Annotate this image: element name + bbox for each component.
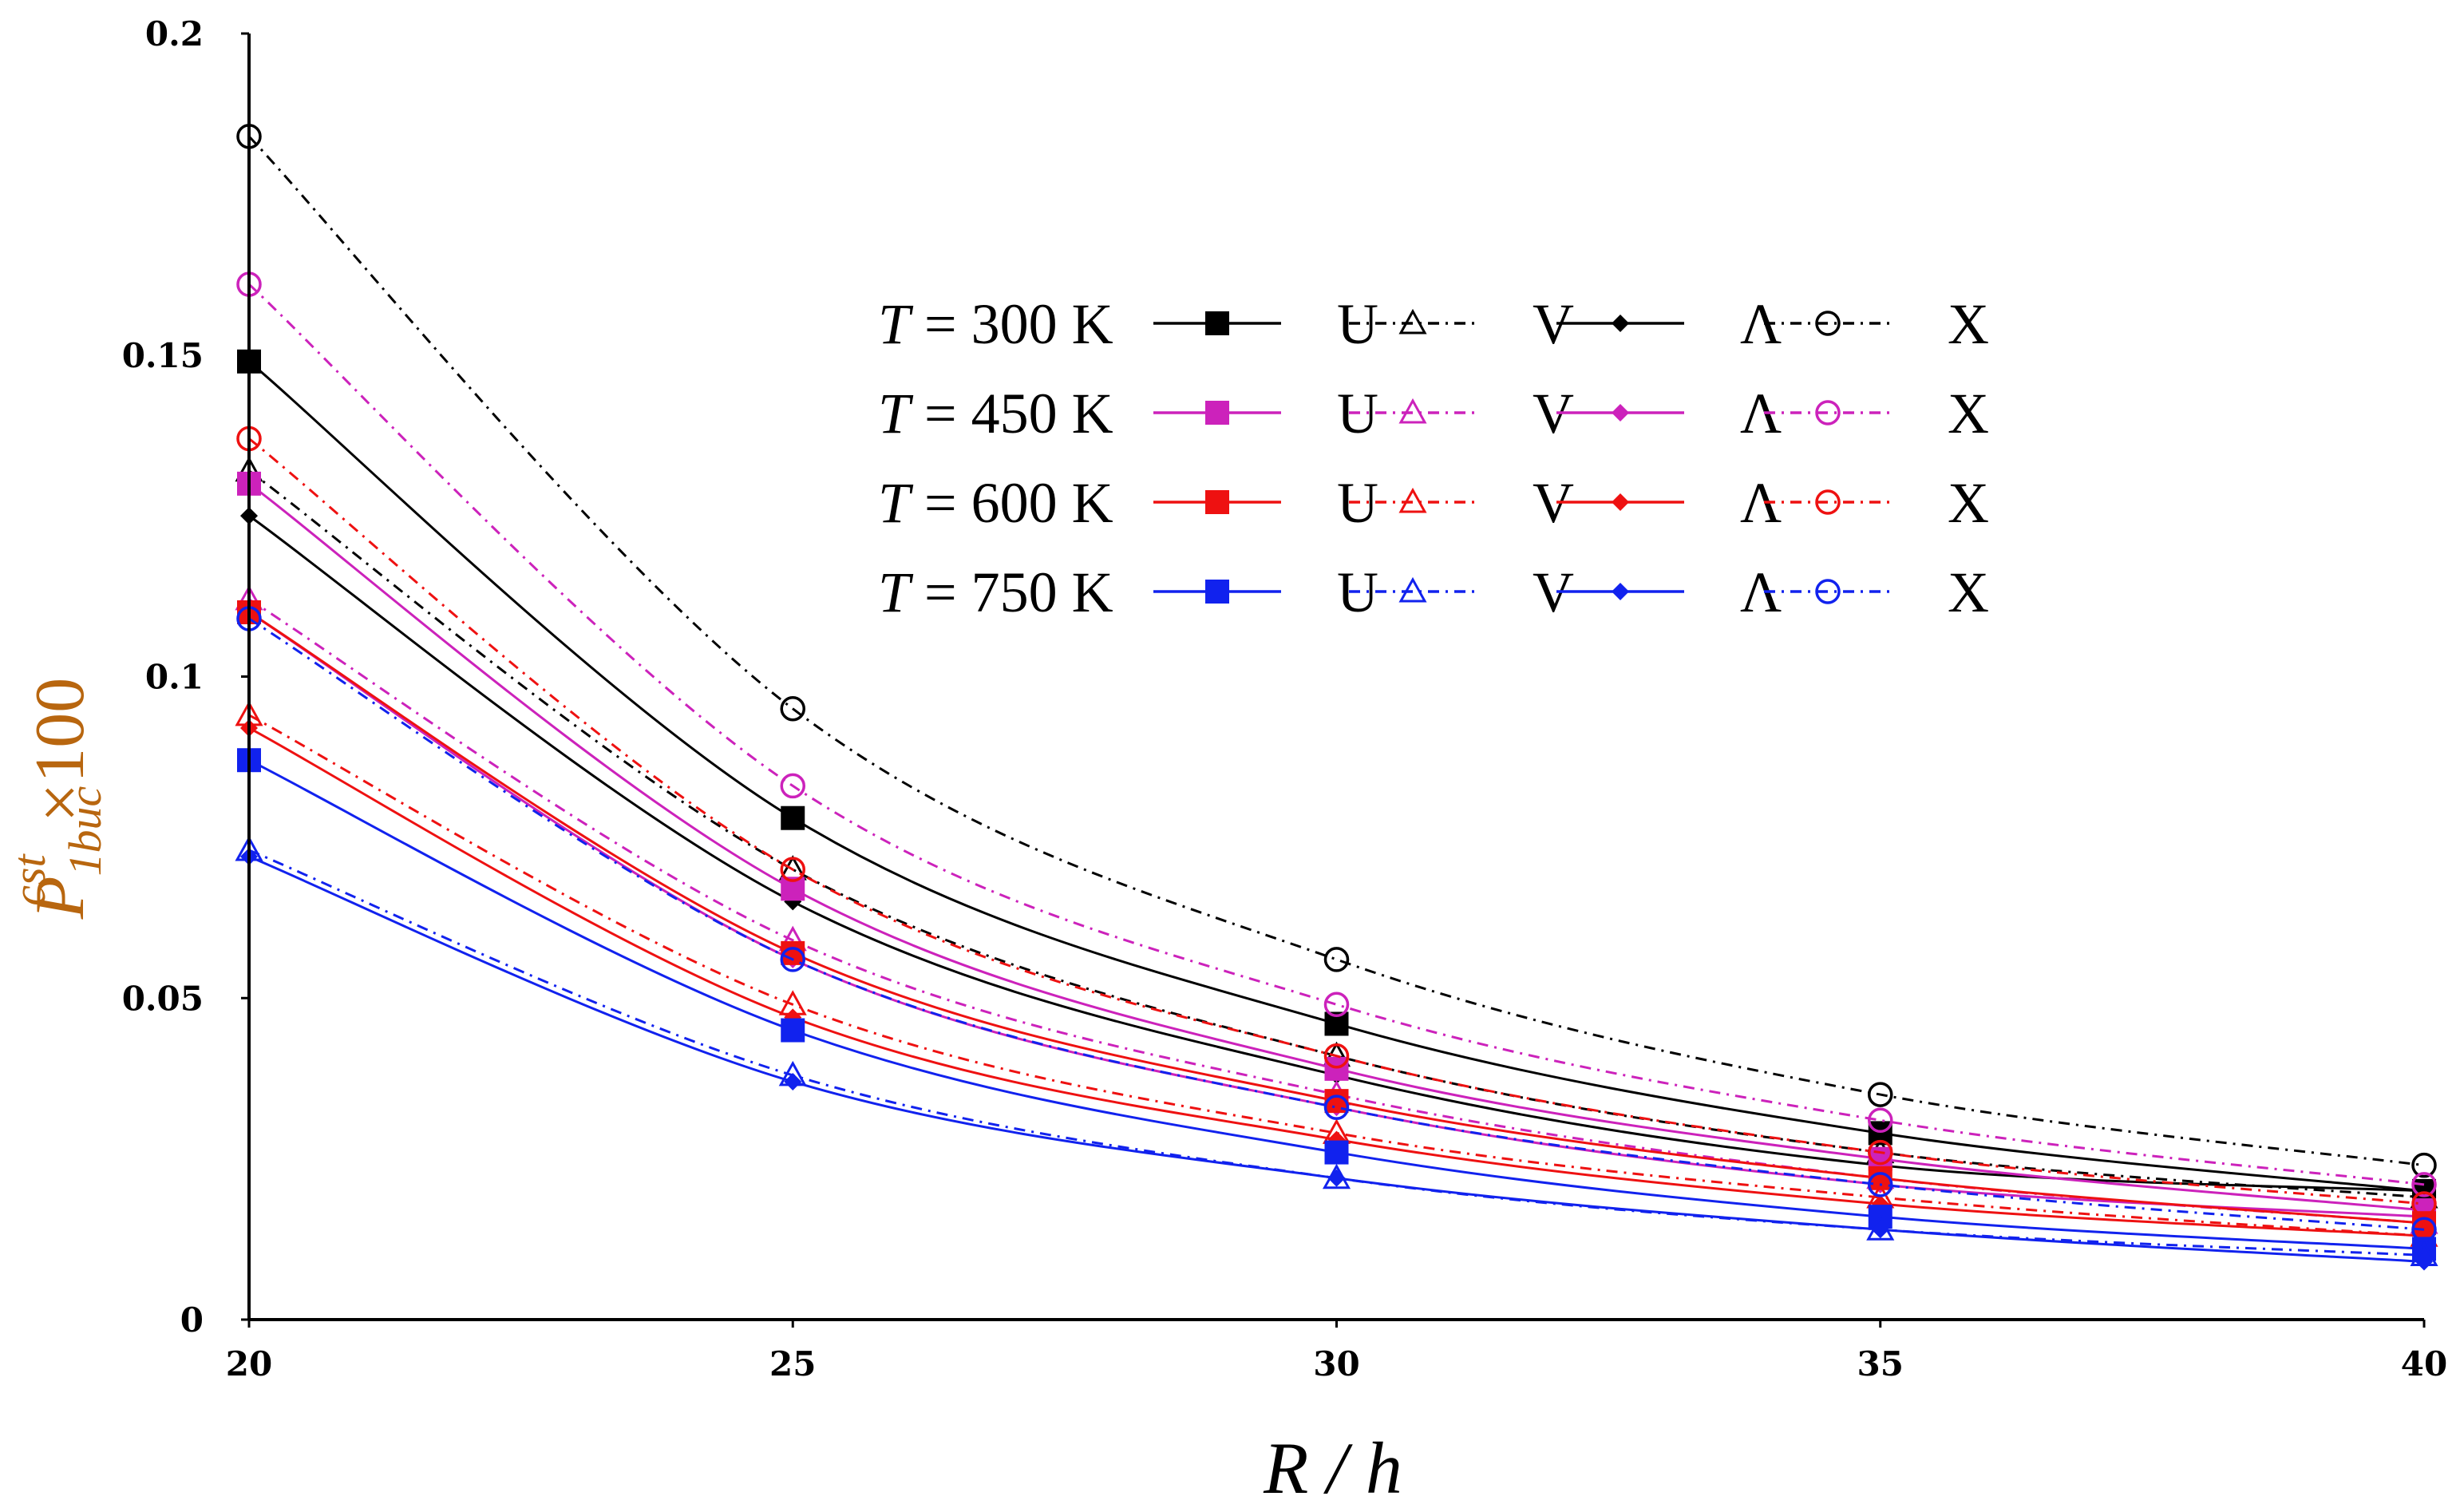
legend-marker [1612,583,1629,600]
y-axis-label: P1buccst ×100 [3,678,111,920]
x-tick-label: 35 [1857,1344,1904,1383]
series-t-750-k-u [237,748,2436,1261]
data-point [784,1072,802,1090]
data-point [2411,1217,2437,1242]
series-line [248,360,2425,1193]
data-point [780,696,805,722]
x-tick-label: 40 [2401,1344,2447,1383]
series-t-750-k- [240,848,2433,1271]
series-t-300-k-x [236,124,2437,1178]
series-line [248,598,2425,1225]
y-label-suffix: ×100 [22,678,99,823]
y-tick-label: 0.2 [145,14,204,53]
data-point [1324,1056,1349,1081]
data-point [1323,992,1350,1018]
data-point [1868,1139,1893,1166]
legend-marker [1815,311,1841,336]
legend-marker [1205,401,1229,425]
series-line [248,714,2425,1237]
legend-marker [1612,493,1629,511]
legend-marker [1815,579,1841,604]
data-point [780,947,805,972]
ticks-layer: 20 25 30 35 40 0 0.05 0.1 0.15 0.2 [122,14,2448,1383]
data-point [781,1018,805,1043]
data-point [780,773,805,799]
legend-marker [1205,311,1229,335]
legend-series-label: Λ [1740,292,1782,356]
legend-series-label: X [1948,471,1989,535]
y-tick-label: 0.15 [122,336,204,375]
x-tick-label: 30 [1313,1344,1359,1383]
data-point [780,857,805,882]
data-point [1323,1094,1350,1120]
data-point [2415,1253,2433,1271]
legend-series-label: Λ [1740,560,1782,624]
data-point [1324,1140,1349,1165]
data-point [2411,1152,2437,1178]
y-label-base: P [22,877,99,920]
data-point [2411,1172,2437,1197]
legend-marker [1398,308,1427,334]
svg-text:P1buccst×100: P1buccst ×100 [3,678,111,920]
legend-temperature-label: T = 750 K [878,560,1113,624]
legend-temperature-label: T = 450 K [878,382,1113,445]
y-tick-label: 0.1 [145,658,204,697]
data-point [1868,1107,1893,1134]
series-line [248,437,2425,1205]
legend-marker [1398,398,1427,424]
data-point [2411,1191,2437,1217]
legend-marker [1205,490,1229,514]
legend: T = 300 K U V Λ XT = 450 K U V Λ XT = 600 K U V Λ XT… [878,292,1989,624]
y-label-subscript: 1buc [59,786,111,877]
data-point [1323,947,1350,972]
series-t-450-k-x [236,271,2437,1197]
legend-marker [1612,404,1629,422]
legend-marker [1398,487,1427,513]
legend-marker [1398,576,1427,603]
legend-series-label: X [1948,382,1989,445]
axes-layer [247,34,2424,1321]
legend-series-label: X [1948,560,1989,624]
legend-series-label: Λ [1740,471,1782,535]
data-point [1327,1169,1346,1187]
legend-marker [1815,400,1841,425]
data-point [1868,1172,1893,1197]
data-point [1871,1221,1889,1239]
x-axis-label: R / h [1263,1427,1402,1509]
legend-temperature-label: T = 600 K [878,471,1113,535]
series-line [247,283,2425,1186]
y-label-superscript: cst [3,853,55,905]
legend-series-label: X [1948,292,1989,356]
series-line [247,135,2425,1167]
y-tick-label: 0.05 [122,979,204,1018]
legend-temperature-label: T = 300 K [878,292,1113,356]
legend-marker [1205,580,1229,604]
data-point [1868,1082,1893,1107]
data-point [1323,1043,1350,1069]
x-tick-label: 25 [769,1344,816,1383]
legend-series-label: Λ [1740,382,1782,445]
y-tick-label: 0 [180,1300,204,1340]
legend-marker [1612,315,1629,332]
series-line [248,849,2425,1257]
legend-marker [1815,489,1841,515]
data-point [781,805,805,830]
x-tick-label: 20 [226,1344,272,1383]
